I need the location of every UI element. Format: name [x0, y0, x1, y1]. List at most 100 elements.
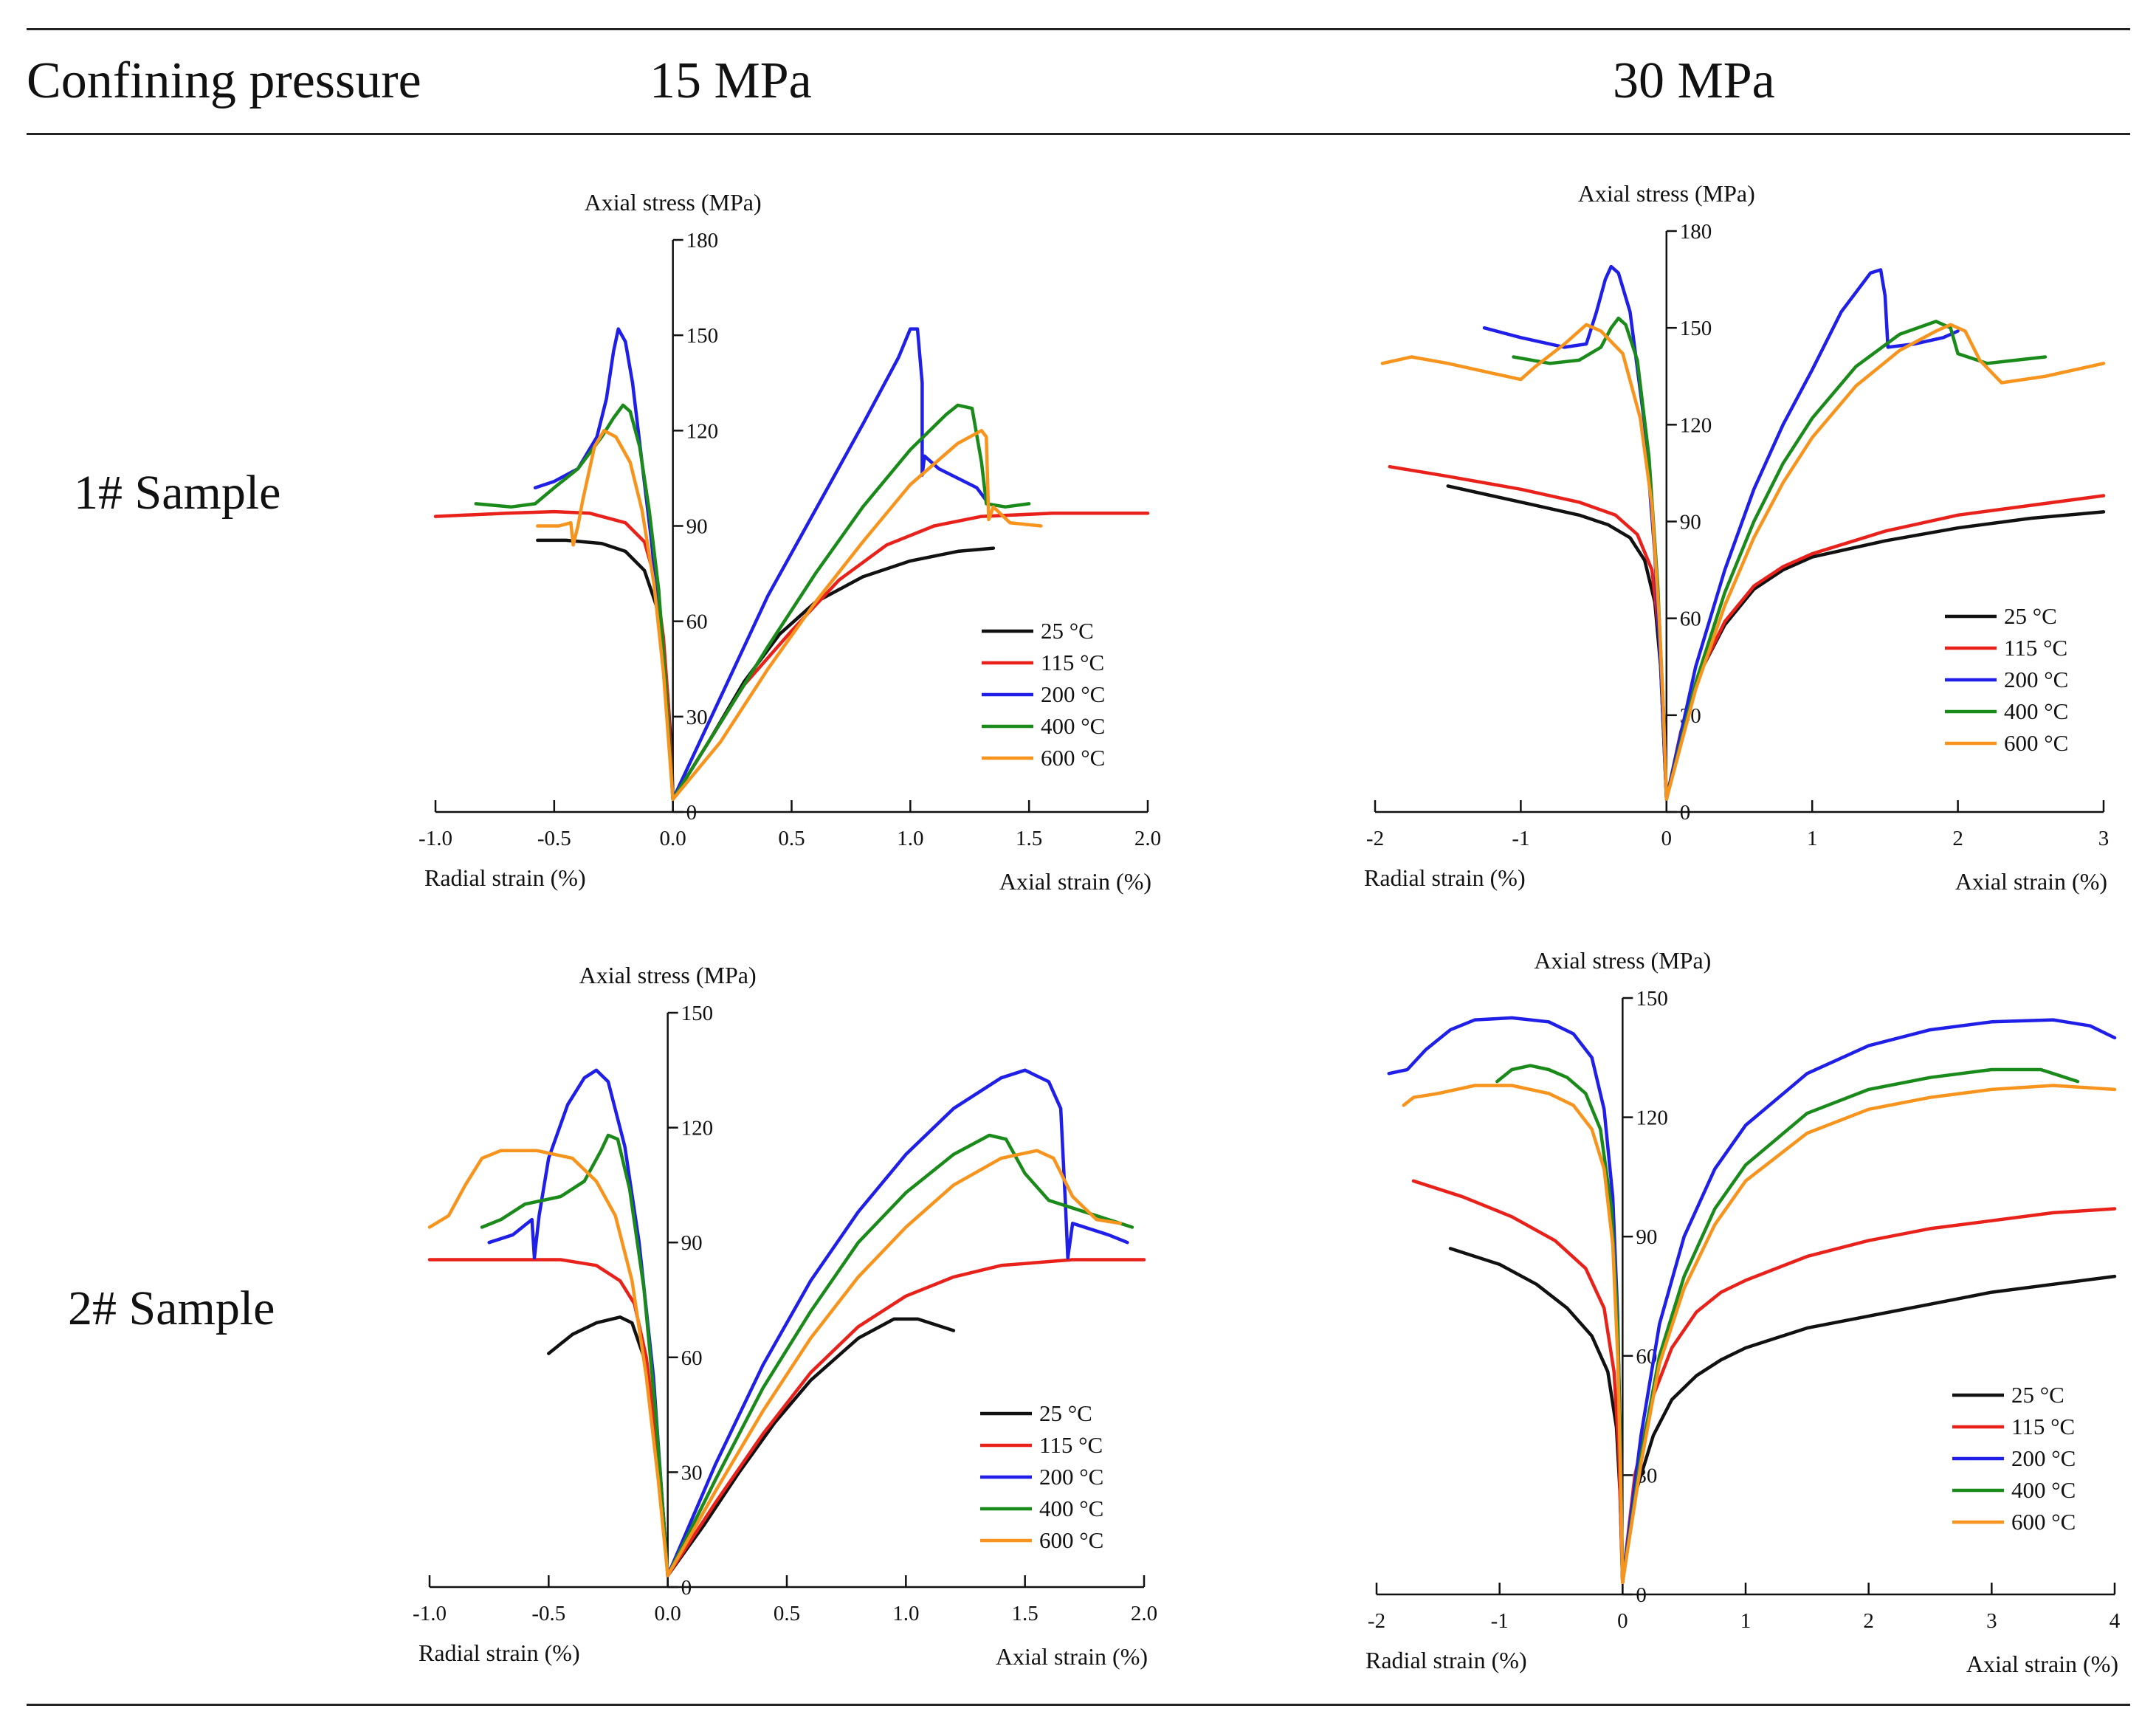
legend-label: 600 °C	[1041, 745, 1105, 771]
y-tick-label: 120	[681, 1117, 714, 1140]
x-tick-label: 2.0	[1131, 1602, 1157, 1625]
y-tick-label: 60	[1680, 608, 1701, 631]
x-tick-label: 4	[2109, 1609, 2121, 1633]
legend: 25 °C 115 °C 200 °C 400 °C 600 °C	[982, 618, 1105, 771]
legend-label: 200 °C	[1041, 681, 1105, 707]
series-2-axial-curve	[666, 1068, 1129, 1577]
series-3-radial-curve	[480, 1133, 669, 1577]
series-4-axial-curve	[666, 1149, 1122, 1577]
y-axis-title: Axial stress (MPa)	[1534, 947, 1711, 974]
x-axis-title-radial: Radial strain (%)	[424, 864, 586, 891]
x-tick-label: -2	[1366, 827, 1384, 850]
legend-label: 600 °C	[2011, 1509, 2076, 1535]
y-tick-label: 90	[1680, 511, 1701, 534]
x-tick-label: -1	[1512, 827, 1529, 850]
header-15mpa: 15 MPa	[650, 52, 812, 109]
series-1-radial-curve	[433, 509, 675, 802]
series-3-axial-curve	[1664, 320, 2047, 801]
y-tick-label: 120	[686, 419, 719, 443]
legend-label: 25 °C	[1039, 1400, 1092, 1426]
x-tick-label: 1.5	[1016, 827, 1042, 850]
legend-label: 25 °C	[2011, 1382, 2064, 1408]
y-tick-label: 150	[1680, 317, 1712, 340]
x-tick-label: 0.0	[660, 827, 686, 850]
x-tick-label: 3	[1986, 1609, 1997, 1633]
x-tick-label: 0	[1661, 827, 1673, 850]
y-tick-label: 90	[681, 1231, 703, 1255]
y-tick-label: 150	[686, 324, 719, 348]
legend: 25 °C 115 °C 200 °C 400 °C 600 °C	[1952, 1382, 2076, 1535]
x-axis-title-axial: Axial strain (%)	[996, 1643, 1148, 1670]
y-axis-title: Axial stress (MPa)	[1578, 180, 1755, 207]
x-tick-label: -2	[1368, 1609, 1385, 1633]
legend: 25 °C 115 °C 200 °C 400 °C 600 °C	[1945, 603, 2068, 756]
x-tick-label: 2	[1863, 1609, 1874, 1633]
y-axis-title: Axial stress (MPa)	[585, 189, 762, 216]
x-tick-label: 1	[1807, 827, 1818, 850]
series-1-radial-curve	[1411, 1179, 1625, 1585]
legend-label: 115 °C	[1041, 650, 1104, 675]
x-axis-title-axial: Axial strain (%)	[1966, 1651, 2118, 1677]
y-tick-label: 30	[681, 1461, 703, 1484]
y-tick-label: 120	[1636, 1107, 1668, 1130]
series-4-radial-curve	[1402, 1084, 1625, 1585]
legend-label: 400 °C	[1039, 1496, 1103, 1521]
header-confining-pressure: Confining pressure	[27, 52, 421, 109]
series-3-axial-curve	[1621, 1067, 2080, 1585]
y-tick-label: 0	[1680, 801, 1691, 825]
x-axis-title-radial: Radial strain (%)	[419, 1639, 580, 1666]
series-0-radial-curve	[1448, 1247, 1625, 1585]
y-tick-label: 120	[1680, 413, 1712, 437]
x-tick-label: 1	[1740, 1609, 1752, 1633]
legend-label: 600 °C	[1039, 1527, 1103, 1553]
legend-label: 115 °C	[2011, 1414, 2075, 1439]
x-tick-label: 0.0	[655, 1602, 681, 1625]
series-0-axial-curve	[666, 1317, 956, 1577]
series-3-radial-curve	[1495, 1064, 1625, 1585]
y-tick-label: 30	[686, 706, 708, 729]
y-tick-label: 0	[686, 801, 698, 825]
series-3-axial-curve	[666, 1133, 1134, 1577]
series-4-axial-curve	[1664, 323, 2106, 801]
series-2-radial-curve	[1482, 264, 1669, 801]
x-tick-label: 1.5	[1012, 1602, 1039, 1625]
table-top-rule	[27, 28, 2130, 30]
y-tick-label: 180	[686, 229, 719, 252]
series-2-axial-curve	[671, 327, 991, 802]
x-axis-title-axial: Axial strain (%)	[1955, 868, 2107, 895]
x-tick-label: 1.0	[892, 1602, 919, 1625]
legend-label: 400 °C	[2011, 1477, 2076, 1503]
y-tick-label: 0	[681, 1576, 692, 1600]
legend-label: 115 °C	[1039, 1432, 1103, 1458]
series-1-axial-curve	[666, 1258, 1146, 1577]
series-2-radial-curve	[487, 1068, 669, 1577]
x-tick-label: 1.0	[897, 827, 923, 850]
y-tick-label: 150	[681, 1002, 714, 1025]
table-bottom-rule	[27, 1704, 2130, 1706]
y-tick-label: 90	[686, 515, 708, 539]
legend: 25 °C 115 °C 200 °C 400 °C 600 °C	[980, 1400, 1103, 1553]
series-4-radial-curve	[1380, 323, 1669, 801]
x-tick-label: 3	[2098, 827, 2109, 850]
y-tick-label: 60	[686, 610, 708, 634]
x-tick-label: -1.0	[419, 827, 452, 850]
series-3-axial-curve	[671, 403, 1031, 802]
x-tick-label: -0.5	[537, 827, 571, 850]
series-4-radial-curve	[427, 1149, 669, 1577]
legend-label: 200 °C	[1039, 1464, 1103, 1490]
legend-label: 200 °C	[2004, 667, 2068, 692]
y-tick-label: 0	[1636, 1583, 1647, 1607]
x-tick-label: -1	[1491, 1609, 1509, 1633]
legend-label: 400 °C	[1041, 713, 1105, 739]
y-tick-label: 150	[1636, 987, 1668, 1011]
series-2-axial-curve	[1621, 1018, 2117, 1585]
legend-label: 115 °C	[2004, 635, 2067, 661]
series-2-radial-curve	[1387, 1016, 1625, 1585]
x-tick-label: -0.5	[531, 1602, 565, 1625]
x-tick-label: 0	[1617, 1609, 1628, 1633]
chart-sample2-15mpa: -1.0 -0.5 0.0 0.5 1.0 1.5 2.0 0 30 60 90 120 150 Axia…	[413, 962, 1157, 1670]
x-tick-label: 2.0	[1134, 827, 1161, 850]
x-tick-label: 0.5	[778, 827, 805, 850]
x-tick-label: -1.0	[413, 1602, 447, 1625]
